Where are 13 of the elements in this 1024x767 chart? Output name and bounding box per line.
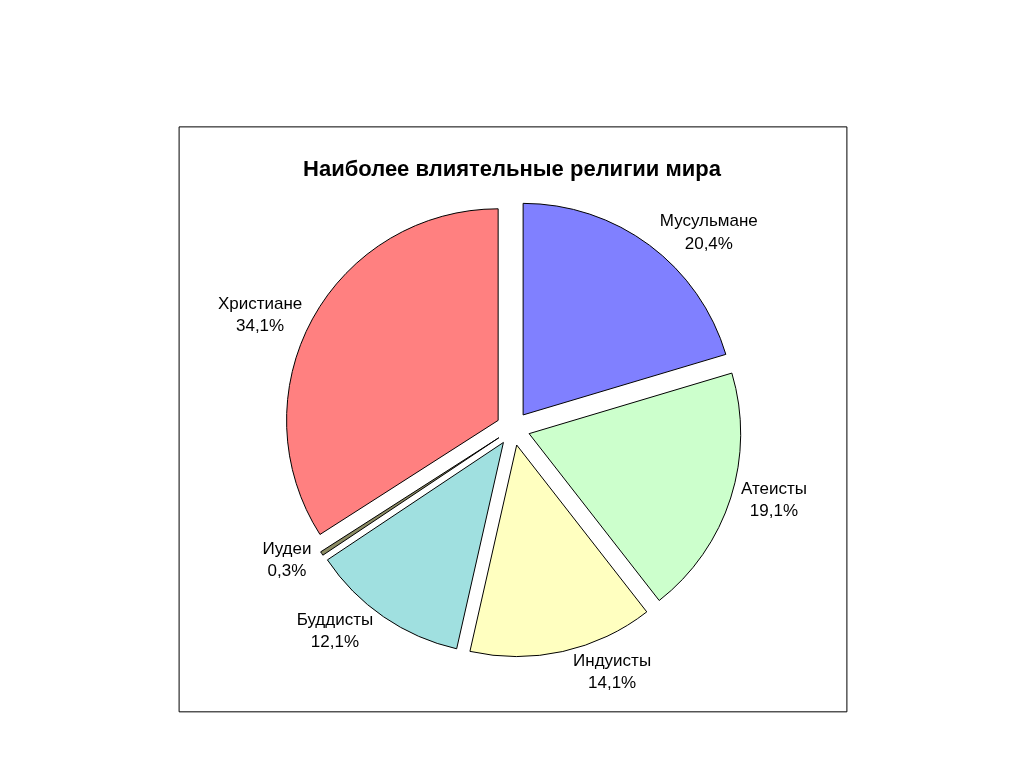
slice-label: Мусульмане: [659, 211, 758, 231]
slice-label: Буддисты: [296, 610, 374, 630]
data-label: 34,1%: [235, 315, 285, 335]
slice-label: Христиане: [217, 293, 303, 313]
data-label: 12,1%: [310, 632, 360, 652]
data-label: 0,3%: [267, 561, 307, 581]
data-label: 20,4%: [684, 233, 733, 253]
chart-title: Наиболее влиятельные религии мира: [303, 156, 722, 182]
slice-label: Индуисты: [573, 650, 652, 670]
slice-label: Атеисты: [740, 479, 807, 499]
data-label: 19,1%: [749, 501, 799, 521]
slice-label: Иудеи: [262, 539, 312, 559]
data-label: 14,1%: [587, 672, 637, 692]
